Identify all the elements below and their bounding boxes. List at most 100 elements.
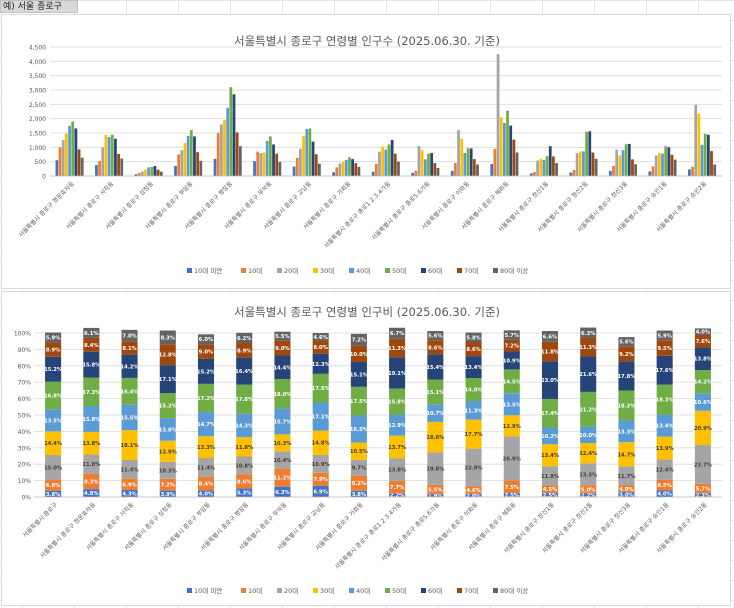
bar (555, 163, 558, 176)
data-label: 3.8% (352, 492, 367, 498)
data-label: 2.0% (466, 493, 481, 499)
stacked-bar-segment (618, 390, 635, 421)
chart-title: 서울특별시 종로구 연령별 인구수 (2025.06.30. 기준) (234, 34, 500, 48)
y-tick-label: 0 (42, 174, 46, 181)
data-label: 15.2% (44, 367, 63, 373)
data-label: 10.0% (350, 352, 369, 358)
y-tick-label: 0% (21, 495, 31, 502)
data-label: 13.8% (82, 441, 101, 447)
data-label: 6.5% (657, 483, 672, 489)
data-label: 10.8% (235, 463, 254, 469)
bar (509, 125, 513, 176)
y-tick-label: 3,500 (29, 73, 46, 80)
data-label: 21.6% (579, 372, 598, 378)
data-label: 3.9% (161, 492, 176, 498)
bar (354, 163, 358, 176)
stacked-bar-segment (389, 435, 406, 459)
stacked-bar-segment (656, 355, 673, 385)
data-label: 2.5% (505, 493, 520, 499)
data-label: 5.3% (237, 491, 252, 497)
bar (196, 152, 200, 176)
data-label: 14.4% (44, 441, 63, 447)
bar (147, 167, 151, 176)
y-tick-label: 40% (18, 429, 32, 436)
stacked-bar-segment (541, 361, 559, 399)
legend-swatch (241, 588, 246, 593)
bar (219, 124, 223, 176)
bar (140, 171, 144, 176)
bar (114, 138, 117, 176)
bar (651, 166, 655, 176)
data-label: 23.0% (541, 378, 560, 384)
y-tick-label: 2,000 (29, 116, 46, 123)
bar (193, 136, 196, 176)
stacked-bar-segment (580, 463, 597, 486)
bar (417, 145, 421, 176)
stacked-bar-segment (83, 377, 100, 406)
stacked-bar-segment (312, 340, 329, 354)
bar (134, 174, 138, 176)
bar (338, 163, 342, 176)
bar (180, 150, 184, 176)
stacked-bar-segment (236, 456, 253, 475)
data-label: 5.7% (505, 333, 520, 339)
stacked-bar-segment (465, 356, 482, 379)
stacked-bar-segment (121, 489, 138, 497)
y-tick-label: 10% (18, 478, 32, 485)
data-label: 9.2% (352, 481, 367, 487)
stacked-bar-segment (83, 405, 100, 432)
stacked-bar-segment (465, 401, 482, 420)
data-label: 4.0% (619, 487, 634, 493)
y-tick-label: 2,500 (29, 102, 46, 109)
stacked-bar-segment (83, 327, 100, 338)
bar (572, 169, 576, 176)
bar (387, 144, 391, 176)
y-tick-label: 500 (35, 159, 47, 166)
data-label: 17.1% (159, 377, 178, 383)
legend-label: 50대 (392, 587, 406, 595)
chart-population-ratio[interactable]: 서울특별시 종로구 연령별 인구비 (2025.06.30. 기준) 0% 10%… (1, 291, 731, 606)
stacked-bar-segment (427, 452, 444, 485)
stacked-bar-segment (465, 448, 482, 487)
data-label: 11.8% (235, 445, 254, 451)
data-label: 17.6% (656, 368, 675, 374)
chart-population-by-age[interactable]: 서울특별시 종로구 연령별 인구수 (2025.06.30. 기준) 0 500 1… (1, 14, 731, 289)
bar (238, 146, 242, 176)
bar (308, 128, 312, 176)
bar (450, 170, 454, 176)
data-label: 3.0% (619, 493, 634, 499)
bar (305, 128, 309, 176)
bar (55, 160, 59, 176)
stacked-bar-segment (197, 490, 215, 497)
bar (384, 149, 388, 176)
stacked-bar-segment (83, 489, 100, 497)
data-label: 4.3% (122, 491, 137, 497)
data-label: 17.4% (541, 411, 560, 417)
cell-a1[interactable]: 예) 서울 종로구 (0, 0, 78, 13)
stacked-bar-segment (541, 485, 559, 493)
stacked-bar-segment (389, 480, 406, 494)
data-label: 9.3% (84, 480, 99, 486)
stacked-bar-segment (45, 409, 62, 432)
stacked-bar-segment (274, 451, 291, 469)
stacked-bar-segment (121, 459, 138, 479)
data-label: 1.9% (428, 493, 443, 499)
data-label: 10.0% (579, 433, 598, 439)
legend-swatch (313, 268, 318, 273)
data-label: 10.3% (273, 441, 292, 447)
stacked-bar-segment (350, 386, 367, 416)
bar (110, 134, 114, 176)
data-label: 17.2% (197, 396, 216, 402)
chart-ratio-svg: 서울특별시 종로구 연령별 인구비 (2025.06.30. 기준) 0% 10%… (14, 305, 722, 595)
data-label: 19.1% (388, 371, 407, 377)
stacked-bar-segment (236, 332, 253, 344)
bar (411, 172, 415, 176)
stacked-bar-segment (427, 340, 444, 355)
bar (496, 54, 500, 176)
bar (235, 132, 239, 176)
stacked-bar-segment (465, 493, 482, 497)
stacked-bar-segment (121, 430, 138, 460)
stacked-bar-segment (694, 328, 711, 335)
data-label: 8.1% (122, 346, 137, 352)
bar (174, 165, 177, 176)
